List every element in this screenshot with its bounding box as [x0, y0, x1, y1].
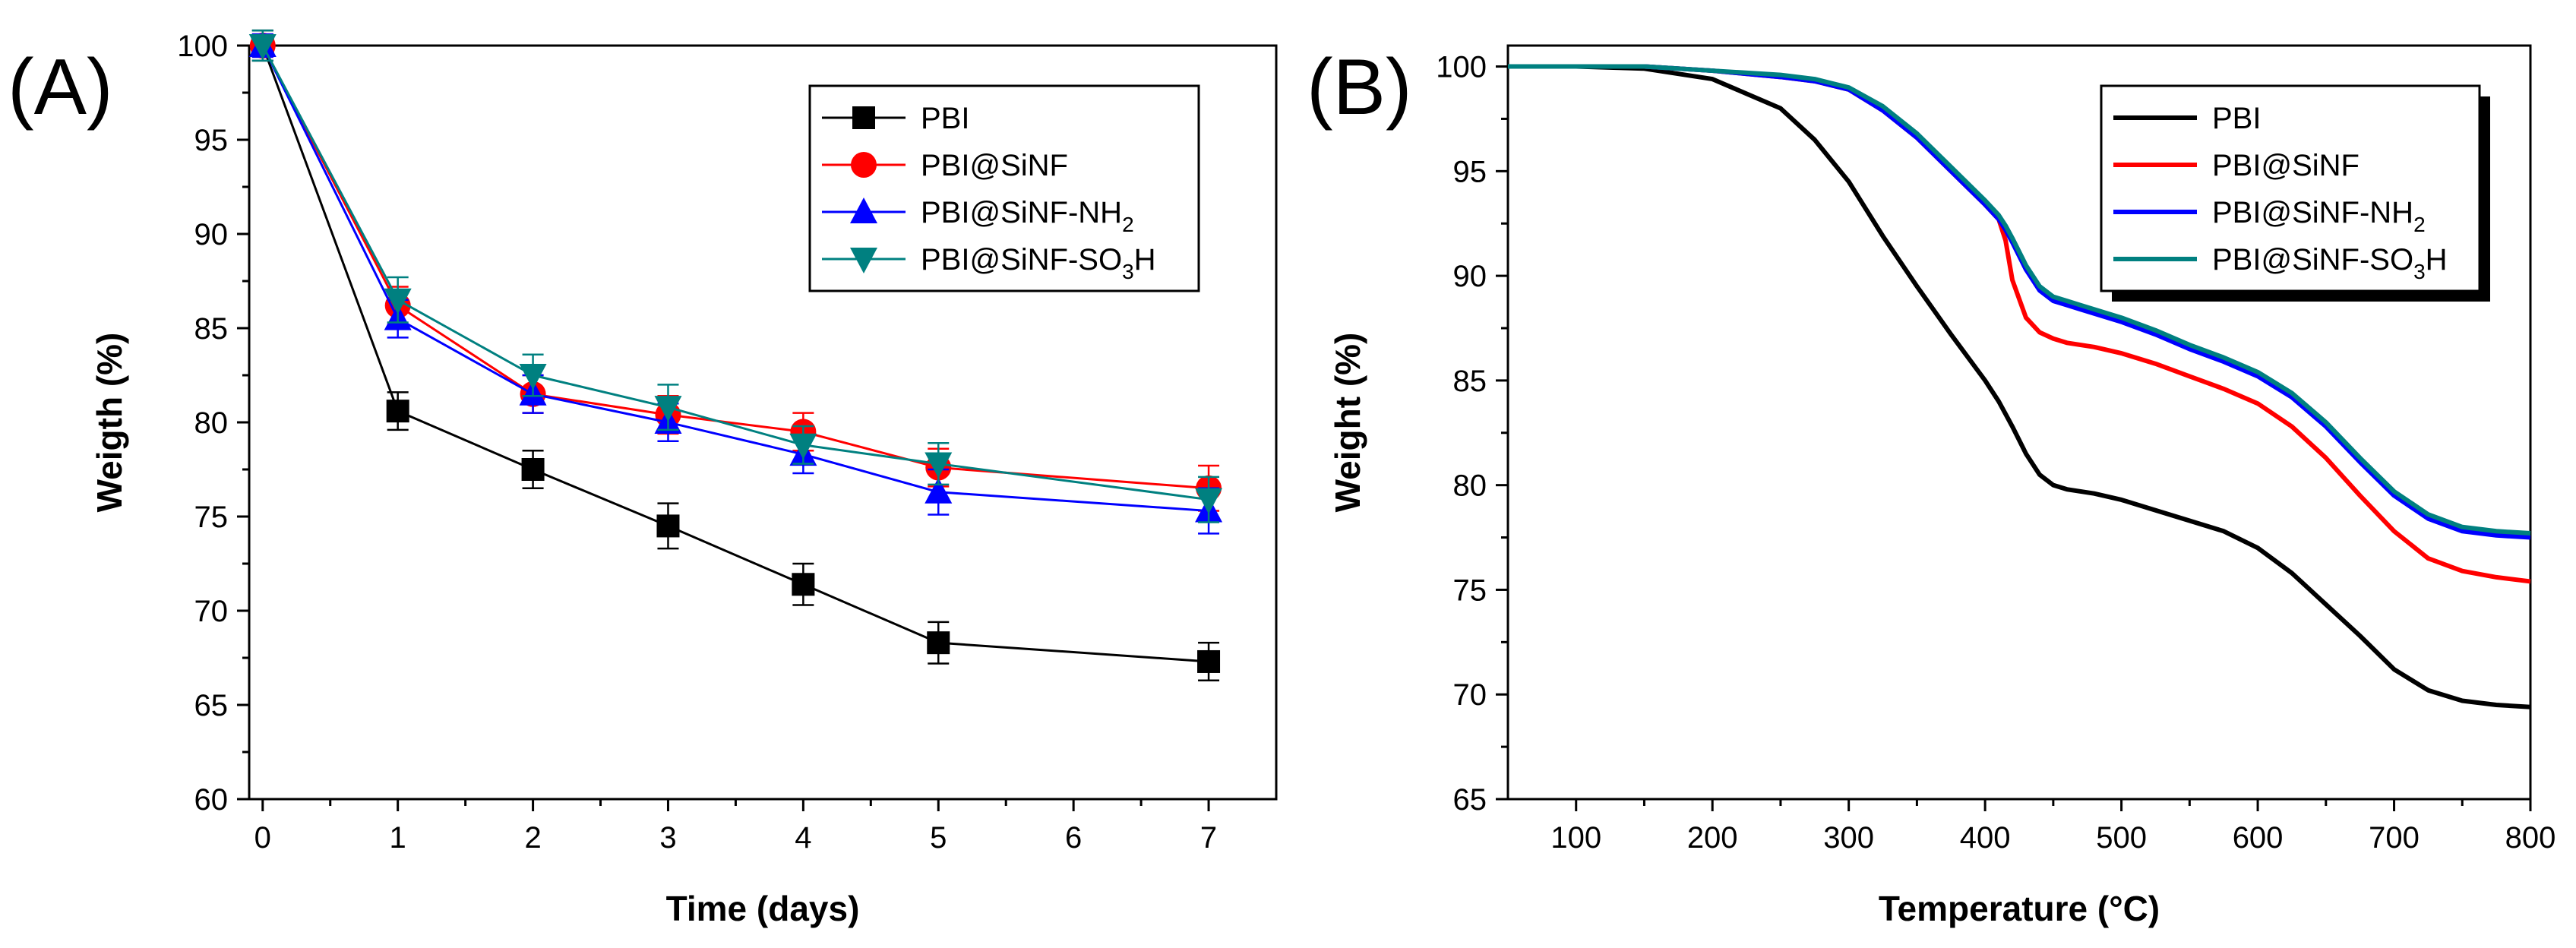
x-tick-label: 4 — [795, 821, 811, 855]
data-point — [386, 400, 409, 423]
data-point — [925, 452, 953, 479]
legend-label-name: PBI@SiNF-SO — [921, 243, 1122, 276]
y-tick-label: 90 — [194, 218, 229, 251]
data-point — [384, 288, 412, 314]
series-0 — [1508, 64, 2531, 709]
series-line — [1508, 64, 2531, 709]
legend-label-suffix: H — [1134, 243, 1156, 276]
y-tick-label: 70 — [1453, 678, 1487, 712]
panel-label: (B) — [1307, 43, 1412, 131]
panel-label: (A) — [8, 43, 113, 131]
data-point — [925, 477, 953, 504]
x-tick-label: 0 — [254, 821, 271, 855]
x-tick-label: 3 — [659, 821, 676, 855]
legend-marker — [851, 152, 877, 178]
x-tick-label: 5 — [930, 821, 947, 855]
x-axis-title: Temperature (°C) — [1879, 889, 2160, 928]
y-axis-title: Weight (%) — [1328, 333, 1367, 513]
plot-frame — [1506, 44, 2532, 801]
legend-label: PBI@SiNF-SO3H — [921, 243, 1156, 283]
y-tick-label: 80 — [1453, 469, 1487, 503]
data-point — [521, 458, 545, 481]
y-axis-title: Weigth (%) — [90, 333, 129, 513]
legend-label: PBI@SiNF-NH2 — [2212, 196, 2426, 236]
x-tick-label: 800 — [2505, 821, 2556, 855]
x-tick-label: 200 — [1687, 821, 1738, 855]
y-tick-label: 80 — [194, 406, 229, 440]
y-tick-label: 60 — [194, 783, 229, 817]
y-tick-label: 85 — [1453, 365, 1487, 398]
y-tick-label: 65 — [194, 689, 229, 722]
legend-label: PBI@SiNF-NH2 — [921, 196, 1134, 236]
data-point — [654, 396, 682, 422]
y-tick-label: 70 — [194, 595, 229, 628]
legend-label-subscript: 3 — [1122, 260, 1134, 283]
data-point — [1195, 488, 1223, 514]
legend-label: PBI — [921, 102, 969, 135]
x-tick-label: 100 — [1550, 821, 1601, 855]
x-tick-label: 700 — [2369, 821, 2420, 855]
x-tick-label: 300 — [1823, 821, 1874, 855]
y-tick-label: 100 — [1436, 51, 1487, 84]
x-tick-label: 7 — [1200, 821, 1217, 855]
legend-label-name: PBI@SiNF-NH — [921, 196, 1122, 229]
x-axis-title: Time (days) — [666, 889, 860, 928]
series-line — [1508, 64, 2531, 536]
legend-label-name: PBI@SiNF-NH — [2212, 196, 2413, 229]
legend-label: PBI@SiNF — [921, 149, 1068, 182]
legend-label-subscript: 2 — [1122, 213, 1134, 236]
x-tick-label: 500 — [2096, 821, 2147, 855]
chart-1: (B) 100 200 300 400 500 600 700 800 65 70 75 80 85 90 9… — [1307, 43, 2555, 928]
y-tick-label: 85 — [194, 312, 229, 346]
chart-0: (A) 0 1 2 3 4 5 6 7 60 65 70 75 80 85 90 95 100 Time (days… — [8, 29, 1278, 928]
data-point — [248, 34, 277, 60]
legend-marker — [850, 198, 877, 223]
x-tick-label: 1 — [390, 821, 406, 855]
legend-label: PBI@SiNF — [2212, 149, 2359, 182]
y-tick-label: 95 — [194, 124, 229, 157]
legend-label-name: PBI — [921, 102, 969, 135]
legend-marker — [852, 106, 875, 129]
legend-label-name: PBI@SiNF — [921, 149, 1068, 182]
legend-label-name: PBI@SiNF-SO — [2212, 243, 2413, 276]
legend-label-name: PBI — [2212, 102, 2261, 135]
data-point — [789, 433, 817, 460]
legend-label-name: PBI@SiNF — [2212, 149, 2359, 182]
legend-label-subscript: 2 — [2413, 213, 2426, 236]
x-tick-label: 6 — [1065, 821, 1082, 855]
data-point — [927, 631, 950, 655]
legend-label-subscript: 3 — [2413, 260, 2426, 283]
legend-label: PBI@SiNF-SO3H — [2212, 243, 2448, 283]
y-tick-label: 65 — [1453, 783, 1487, 817]
x-tick-label: 600 — [2233, 821, 2284, 855]
data-point — [1197, 649, 1221, 673]
y-tick-label: 75 — [1453, 574, 1487, 607]
x-tick-label: 2 — [524, 821, 541, 855]
legend-marker — [850, 248, 877, 273]
data-point — [519, 364, 547, 390]
y-tick-label: 90 — [1453, 260, 1487, 293]
data-point — [792, 573, 815, 596]
series-3 — [248, 29, 1223, 523]
legend-label-suffix: H — [2426, 243, 2448, 276]
y-tick-label: 100 — [177, 30, 228, 63]
y-tick-label: 95 — [1453, 155, 1487, 188]
series-3 — [1508, 64, 2531, 536]
x-tick-label: 400 — [1960, 821, 2011, 855]
data-point — [656, 514, 680, 538]
y-tick-label: 75 — [194, 501, 229, 534]
legend-label: PBI — [2212, 102, 2261, 135]
